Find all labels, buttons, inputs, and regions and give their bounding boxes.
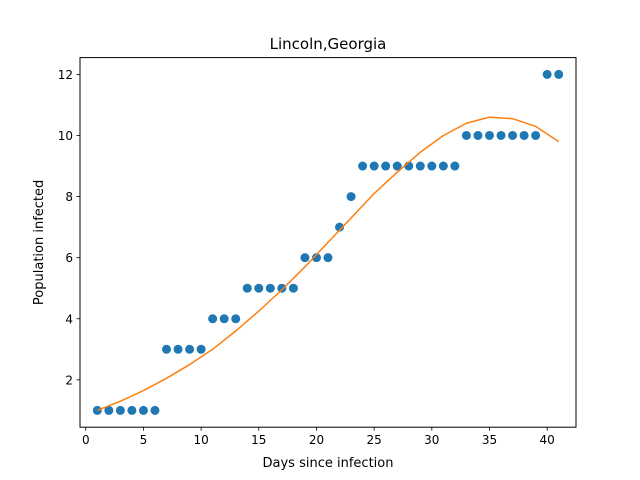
x-tick-label: 10 bbox=[193, 433, 208, 447]
plot-area bbox=[92, 69, 564, 415]
data-point bbox=[358, 161, 368, 171]
x-tick-label: 20 bbox=[309, 433, 324, 447]
data-point bbox=[288, 283, 298, 293]
data-point bbox=[185, 344, 195, 354]
data-point bbox=[277, 283, 287, 293]
y-tick-label: 12 bbox=[58, 68, 73, 82]
fit-line bbox=[97, 116, 560, 412]
data-point bbox=[265, 283, 275, 293]
y-axis: 2 4 6 8 10 12 bbox=[58, 68, 80, 387]
x-tick-label: 40 bbox=[540, 433, 555, 447]
y-tick-label: 2 bbox=[65, 373, 73, 387]
chart-title: Lincoln,Georgia bbox=[270, 35, 387, 53]
data-point bbox=[508, 130, 518, 140]
data-point bbox=[346, 192, 356, 202]
data-point bbox=[150, 405, 160, 415]
data-point bbox=[484, 130, 494, 140]
y-tick-label: 4 bbox=[65, 312, 73, 326]
data-point bbox=[300, 253, 310, 263]
data-point bbox=[392, 161, 402, 171]
data-point bbox=[427, 161, 437, 171]
x-tick-label: 35 bbox=[482, 433, 497, 447]
data-point bbox=[231, 314, 241, 324]
data-point bbox=[323, 253, 333, 263]
data-point bbox=[473, 130, 483, 140]
data-point bbox=[438, 161, 448, 171]
data-point bbox=[219, 314, 229, 324]
data-point bbox=[542, 69, 552, 79]
data-point bbox=[104, 405, 114, 415]
y-tick-label: 6 bbox=[65, 251, 73, 265]
data-point bbox=[208, 314, 218, 324]
y-tick-label: 10 bbox=[58, 129, 73, 143]
data-point bbox=[381, 161, 391, 171]
x-tick-label: 30 bbox=[424, 433, 439, 447]
data-point bbox=[496, 130, 506, 140]
y-axis-label: Population infected bbox=[32, 180, 47, 305]
x-tick-label: 0 bbox=[82, 433, 90, 447]
x-tick-label: 5 bbox=[140, 433, 148, 447]
data-point bbox=[415, 161, 425, 171]
data-point bbox=[115, 405, 125, 415]
data-point bbox=[162, 344, 172, 354]
axes-frame bbox=[79, 57, 577, 428]
data-point bbox=[127, 405, 137, 415]
y-tick-label: 8 bbox=[65, 190, 73, 204]
data-point bbox=[369, 161, 379, 171]
x-tick-label: 15 bbox=[251, 433, 266, 447]
data-point bbox=[242, 283, 252, 293]
data-point bbox=[519, 130, 529, 140]
data-point bbox=[450, 161, 460, 171]
data-point bbox=[138, 405, 148, 415]
data-point bbox=[196, 344, 206, 354]
data-point bbox=[531, 130, 541, 140]
data-point bbox=[335, 222, 345, 232]
x-tick-label: 25 bbox=[366, 433, 381, 447]
data-point bbox=[254, 283, 264, 293]
data-point bbox=[311, 253, 321, 263]
data-point bbox=[461, 130, 471, 140]
x-axis-label: Days since infection bbox=[263, 456, 394, 471]
x-axis: 0 5 10 15 20 25 30 35 40 bbox=[82, 427, 555, 447]
data-point bbox=[173, 344, 183, 354]
data-point bbox=[554, 69, 564, 79]
